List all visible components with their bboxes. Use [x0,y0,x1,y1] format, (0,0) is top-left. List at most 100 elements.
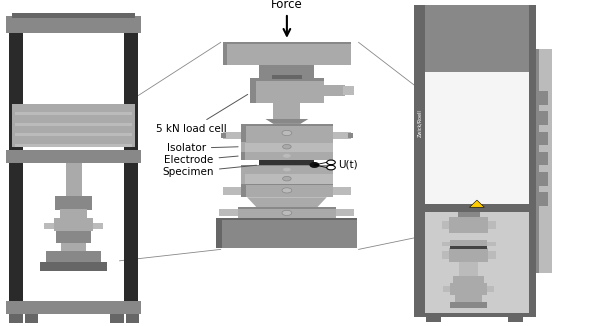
Bar [539,192,548,206]
Bar [223,132,241,139]
Bar [250,78,324,81]
Bar [241,142,333,152]
Bar [15,117,132,120]
Bar [414,5,425,317]
Circle shape [282,130,292,136]
Bar [241,142,333,143]
Bar [425,72,529,204]
Bar [241,165,333,166]
Bar [241,124,333,126]
Bar [443,286,450,292]
Bar [343,86,354,95]
Circle shape [282,188,292,193]
Bar [336,209,354,216]
Bar [241,152,245,160]
Bar [241,174,245,184]
Bar [216,218,357,220]
Bar [508,317,523,322]
Bar [12,104,135,147]
Bar [450,283,487,295]
Bar [25,314,38,323]
Bar [124,24,138,301]
Bar [15,112,132,115]
Bar [15,139,132,141]
Bar [250,78,256,103]
Bar [223,42,227,65]
Bar [241,184,333,185]
Bar [6,301,141,314]
Bar [6,16,141,33]
Bar [425,5,529,72]
Bar [536,49,539,273]
Bar [40,262,107,271]
Polygon shape [265,119,308,124]
Bar [12,13,135,18]
Bar [44,223,54,229]
Bar [221,133,226,138]
Circle shape [283,154,291,158]
Bar [450,240,487,246]
Bar [488,221,495,229]
Bar [216,218,357,248]
Text: 5 kN load cell: 5 kN load cell [156,94,248,134]
Text: U(t): U(t) [338,160,357,170]
Bar [455,295,482,303]
Bar [61,243,86,251]
Bar [241,124,333,142]
Bar [539,132,548,145]
Bar [15,107,132,110]
Bar [450,249,487,256]
Bar [441,221,449,229]
Text: Force: Force [271,0,303,11]
Bar [241,152,333,160]
Bar [55,196,92,210]
Polygon shape [470,200,484,207]
Text: Zwick/Roell: Zwick/Roell [417,110,422,137]
Bar [46,251,101,262]
Circle shape [327,160,335,165]
Bar [450,246,487,249]
Bar [93,223,103,229]
Bar [216,218,222,248]
Bar [272,75,302,79]
Bar [450,303,487,308]
Bar [15,144,132,147]
Bar [425,204,529,212]
Bar [219,209,238,216]
Text: Specimen: Specimen [162,165,256,177]
Bar [241,142,245,152]
Bar [15,128,132,131]
Bar [223,187,241,195]
Bar [487,242,495,246]
Bar [241,174,333,184]
Bar [487,251,495,255]
Bar [9,24,23,301]
Circle shape [282,210,292,215]
Bar [66,163,82,196]
Bar [487,286,494,292]
Bar [441,242,450,246]
Bar [15,133,132,136]
Bar [459,262,478,277]
Bar [441,252,449,259]
Bar [539,172,548,185]
Bar [9,314,23,323]
Bar [449,248,488,262]
Bar [333,187,351,195]
Bar [259,160,314,165]
Bar [324,85,345,96]
Polygon shape [247,197,327,207]
Bar [60,209,87,218]
Circle shape [310,163,319,167]
Text: Isolator: Isolator [167,143,238,153]
Bar [457,212,479,217]
Bar [15,123,132,126]
Circle shape [327,165,335,170]
Bar [333,132,351,139]
Bar [536,49,552,273]
Bar [54,218,93,231]
Bar [453,276,484,283]
Bar [426,317,441,322]
Bar [414,5,536,317]
Bar [223,42,351,65]
